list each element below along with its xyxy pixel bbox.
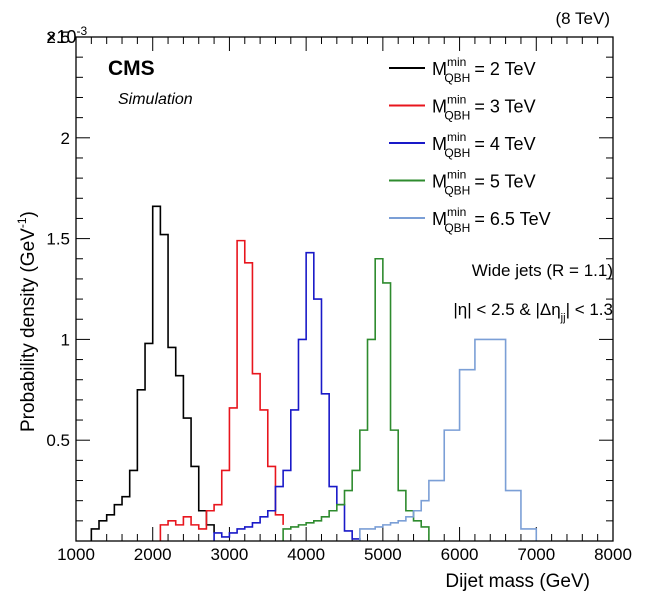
annotation-wide-jets: Wide jets (R = 1.1)	[472, 261, 613, 280]
tick-labels: 1000 2000 3000 4000 5000 6000 7000 8000 0.5 1 1.5 2…	[46, 28, 632, 564]
legend-label: Mmin QBH = 6.5 TeV	[432, 205, 551, 235]
histogram-2	[159, 239, 284, 541]
histogram-series	[90, 205, 538, 541]
y-exponent: ×10-3	[46, 24, 88, 47]
x-tick-label: 2000	[134, 545, 172, 564]
y-tick-label: 2.5	[46, 28, 70, 47]
histogram-4	[282, 257, 430, 541]
histogram-3	[213, 251, 361, 541]
legend-label: Mmin QBH = 3 TeV	[432, 93, 536, 123]
x-tick-label: 3000	[211, 545, 249, 564]
plot-frame	[75, 36, 614, 542]
cms-label: CMS	[108, 57, 155, 80]
y-tick-label: 2	[61, 129, 70, 148]
x-axis-label: Dijet mass (GeV)	[445, 571, 590, 592]
x-tick-label: 4000	[287, 545, 325, 564]
legend-label: Mmin QBH = 4 TeV	[432, 130, 536, 160]
simulation-label: Simulation	[118, 91, 193, 108]
legend-label: Mmin QBH = 5 TeV	[432, 168, 536, 198]
legend: Mmin QBH = 2 TeV Mmin QBH = 3 TeV Mmin QBH = 4 T…	[389, 55, 551, 235]
y-axis-label: Probability density (GeV-1)	[15, 211, 39, 432]
y-tick-label: 1	[61, 330, 70, 349]
x-tick-label: 7000	[517, 545, 555, 564]
x-tick-label: 6000	[441, 545, 479, 564]
x-tick-label: 1000	[57, 545, 95, 564]
histogram-1	[90, 205, 215, 541]
histogram-5	[359, 338, 538, 541]
annotation-eta-cuts: |η| < 2.5 & |Δηjj| < 1.3	[453, 300, 613, 324]
x-tick-label: 5000	[364, 545, 402, 564]
y-tick-label: 1.5	[46, 230, 70, 249]
x-tick-label: 8000	[594, 545, 632, 564]
energy-label: (8 TeV)	[556, 9, 611, 28]
legend-label: Mmin QBH = 2 TeV	[432, 55, 536, 85]
y-tick-label: 0.5	[46, 431, 70, 450]
